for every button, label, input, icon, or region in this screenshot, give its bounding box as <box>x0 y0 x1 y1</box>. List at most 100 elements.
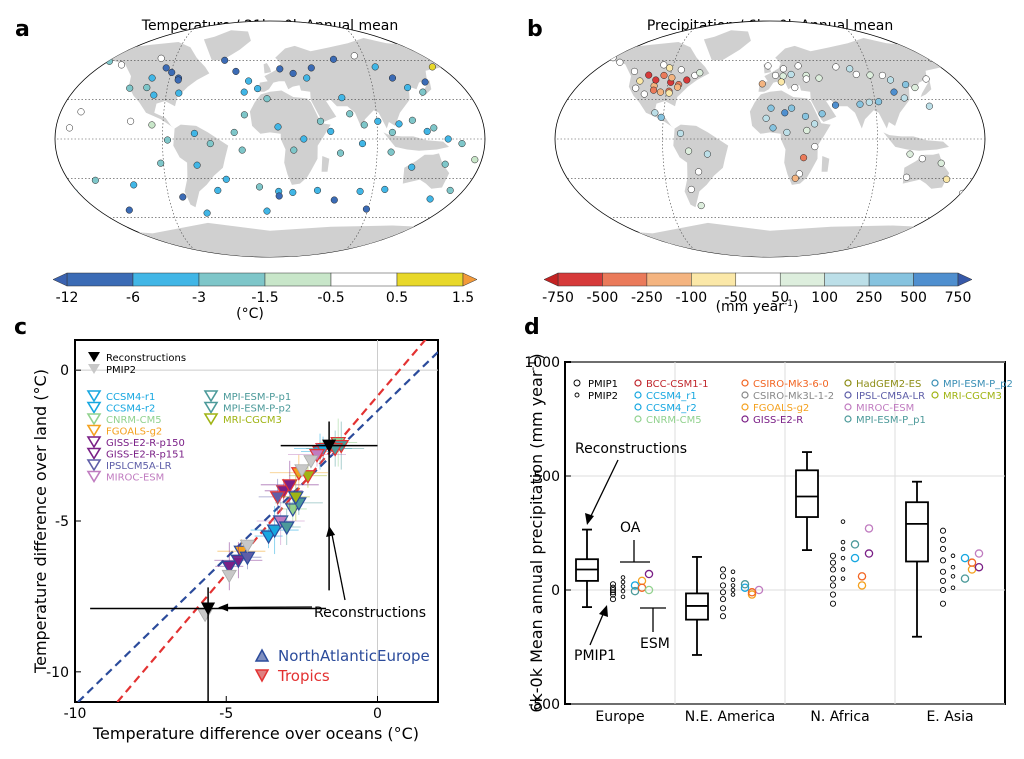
pmip2-point <box>840 539 846 545</box>
proxy-marker <box>360 121 368 129</box>
proxy-marker <box>362 205 370 213</box>
legend-marker <box>634 415 642 423</box>
proxy-marker <box>665 89 673 97</box>
proxy-marker <box>451 208 459 216</box>
proxy-marker <box>148 74 156 82</box>
proxy-marker <box>255 183 264 191</box>
proxy-marker <box>168 68 176 76</box>
legend-marker <box>844 379 852 387</box>
proxy-markers-b <box>605 45 967 210</box>
proxy-marker <box>336 149 345 157</box>
proxy-marker <box>651 109 659 117</box>
proxy-marker <box>70 188 79 196</box>
annotation-pmip1: PMIP1 <box>574 648 616 664</box>
legend-label: CSIRO-Mk3L-1-2 <box>753 391 834 402</box>
legend-label: CCSM4_r1 <box>646 391 697 402</box>
legend-marker <box>844 415 852 423</box>
pmip1-arrowhead <box>599 605 608 617</box>
legend-label: CNRM-CM5 <box>646 415 702 426</box>
proxy-marker <box>404 84 412 92</box>
panel-d-ylabel: 6k-0k Mean annual precipitation (mm year… <box>526 353 546 712</box>
model-marker <box>230 554 247 569</box>
proxy-marker <box>300 135 308 143</box>
proxy-marker <box>458 140 466 148</box>
legend-marker <box>86 413 102 426</box>
pmip1-point <box>939 568 947 575</box>
proxy-marker <box>444 135 452 143</box>
proxy-marker <box>91 176 99 184</box>
y-tick-label: -5 <box>55 514 69 530</box>
proxy-marker <box>117 61 126 69</box>
panel-d-label: d <box>524 315 540 340</box>
proxy-marker <box>811 120 819 128</box>
proxy-marker <box>762 114 770 122</box>
proxy-marker <box>676 129 685 137</box>
colorbar-segment <box>396 272 464 287</box>
model-point <box>630 586 640 596</box>
colorbar-tick-label: -250 <box>631 290 663 306</box>
proxy-marker <box>408 163 416 171</box>
model-marker <box>269 491 286 506</box>
proxy-marker <box>381 185 389 193</box>
proxy-marker <box>163 136 172 144</box>
proxy-marker <box>609 54 617 62</box>
landmass-seAsiaIslands <box>883 132 949 151</box>
pmip1-arrow <box>589 611 605 646</box>
proxy-marker <box>179 193 187 201</box>
model-point <box>747 590 757 599</box>
proxy-marker <box>911 84 919 92</box>
world-map-a <box>54 20 486 258</box>
landmass-africa <box>249 90 331 185</box>
proxy-marker <box>423 127 431 135</box>
panel-d-ticks: -500 0 500 1000 Europe N.E. America N. Africa E… <box>524 355 973 725</box>
proxy-marker <box>263 95 271 103</box>
y-tick-label: 0 <box>60 363 69 379</box>
legend-marker <box>86 390 102 403</box>
y-tick-label: 500 <box>533 469 560 485</box>
proxy-marker <box>800 154 808 162</box>
proxy-marker <box>130 181 138 189</box>
panel-c-plot <box>75 340 438 702</box>
landmass-greenland <box>203 30 251 61</box>
category-label: Europe <box>595 709 644 725</box>
proxy-marker <box>473 94 481 102</box>
pmip2-marker <box>221 569 237 584</box>
proxy-marker <box>307 64 315 72</box>
proxy-marker <box>645 71 653 79</box>
proxy-marker <box>832 63 840 71</box>
proxy-marker <box>232 67 240 75</box>
proxy-marker <box>421 78 429 86</box>
panel-a: a Temperature / 21k - 0k Annual mean -12… <box>15 17 486 322</box>
pmip2-point <box>730 592 736 597</box>
proxy-marker <box>866 71 874 79</box>
pmip1-point <box>609 586 617 594</box>
proxy-marker <box>791 84 799 92</box>
legend-label: FGOALS-g2 <box>753 403 809 414</box>
legend-marker <box>86 436 102 449</box>
proxy-marker <box>313 186 322 194</box>
colorbar-segment <box>913 272 959 287</box>
legend-marker <box>574 392 580 398</box>
y-tick-label: -500 <box>528 697 560 713</box>
proxy-marker <box>900 94 908 102</box>
pmip1-point <box>609 596 617 603</box>
pmip1-point <box>719 596 727 603</box>
proxy-marker <box>290 146 298 154</box>
model-marker <box>284 503 301 518</box>
proxy-marker <box>831 101 840 109</box>
panel-c: c -10 -5 00-5-10 ReconstructionsPMIP2CCSM4… <box>14 315 439 743</box>
pmip1-point <box>829 566 837 573</box>
model-marker <box>281 479 298 493</box>
model-marker <box>299 470 316 484</box>
reconstruction-marker <box>322 439 337 453</box>
legend-label: MRI-CGCM3 <box>943 391 1002 402</box>
colorbar-segment <box>735 272 781 287</box>
annotation-arrowhead-left <box>218 603 229 612</box>
colorbar-segment <box>602 272 648 287</box>
proxy-marker <box>471 156 479 164</box>
proxy-marker <box>878 71 886 79</box>
model-point <box>974 549 984 558</box>
category-label: N.E. America <box>685 709 775 725</box>
legend-marker <box>634 379 642 387</box>
